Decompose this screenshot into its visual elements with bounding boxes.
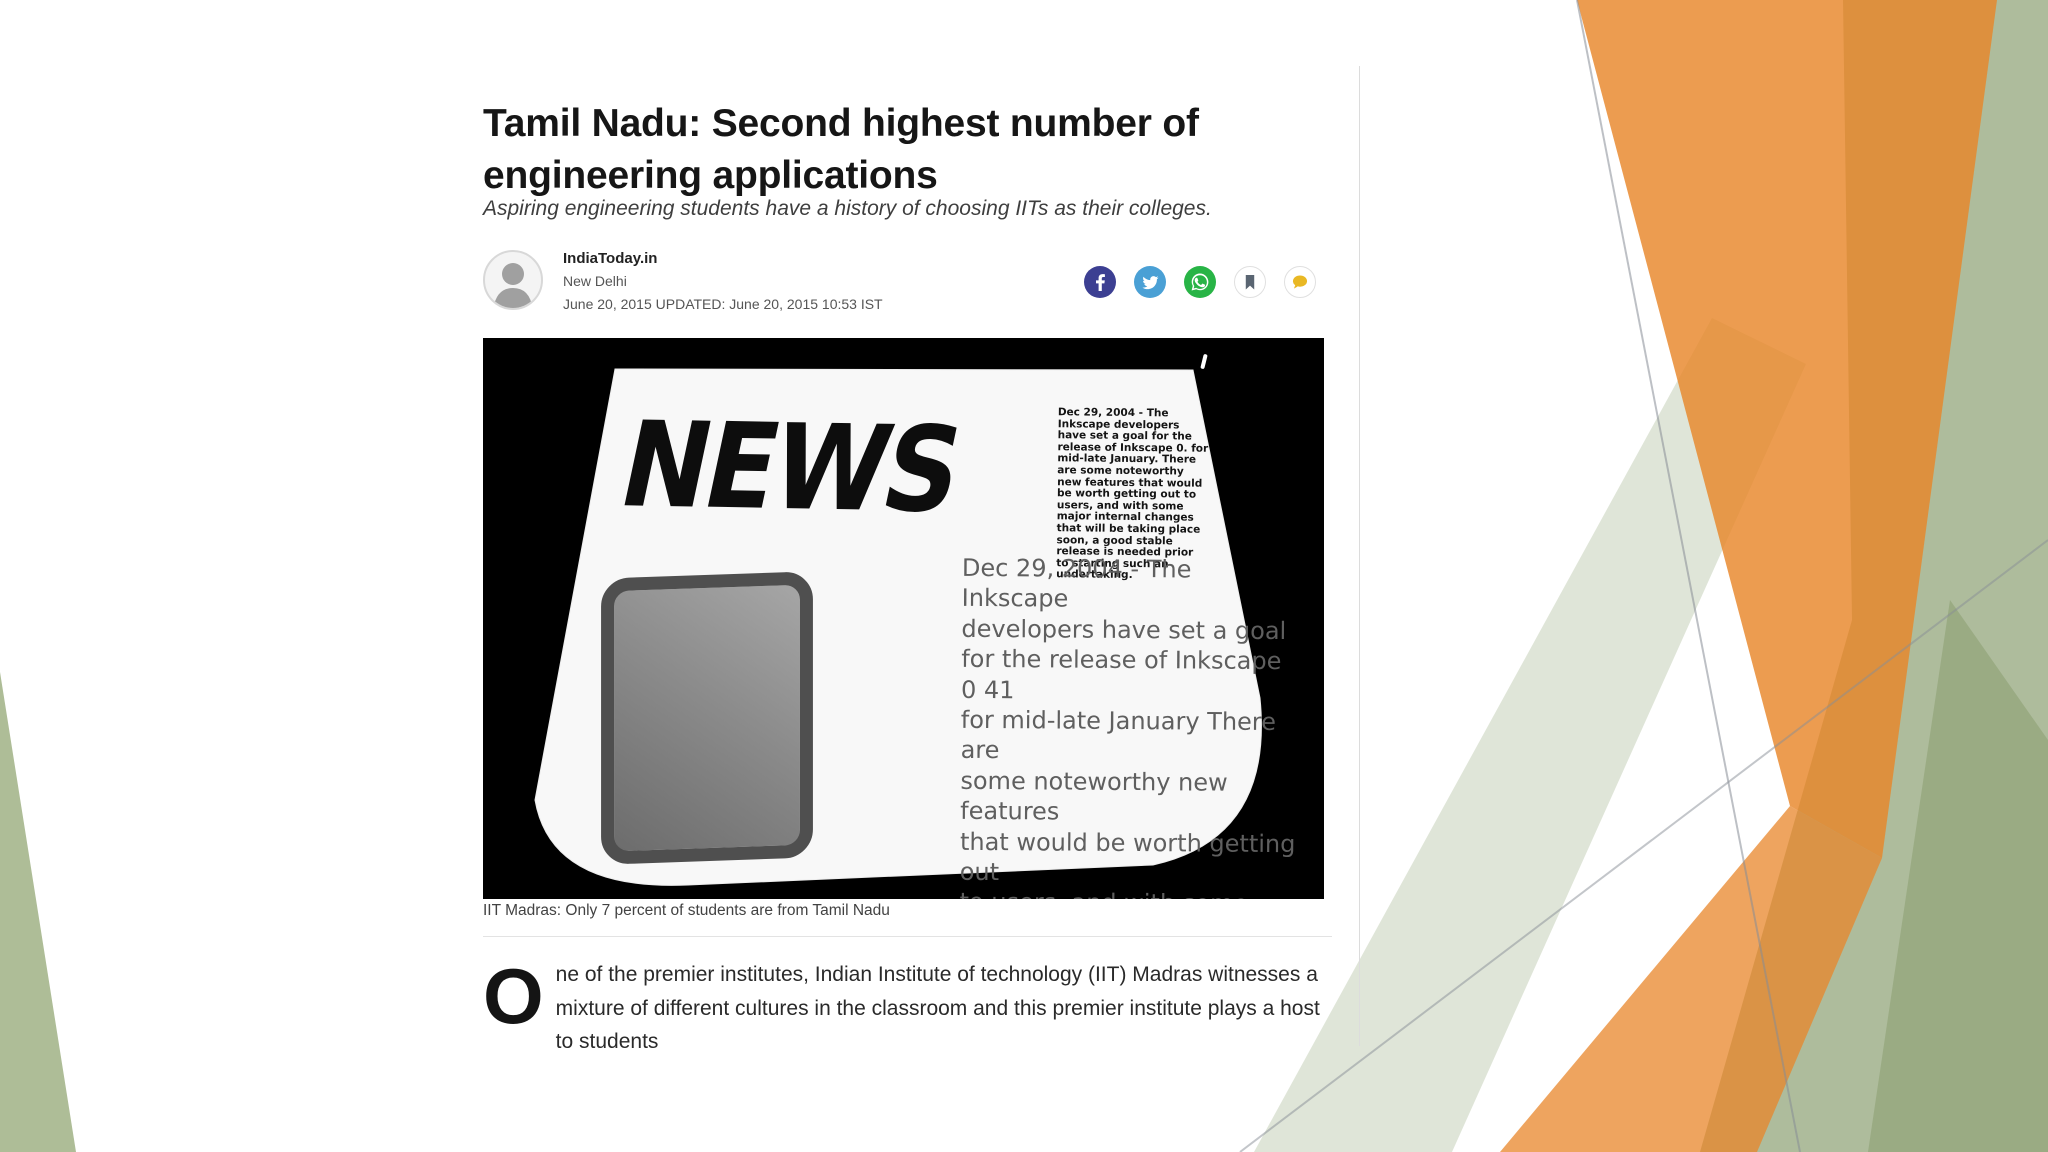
caption-divider [483,936,1332,937]
byline-source[interactable]: IndiaToday.in [563,250,658,267]
sage-dark-accent [1868,600,2048,1152]
byline-date: June 20, 2015 UPDATED: June 20, 2015 10:… [563,296,883,312]
pale-green-band [1254,318,1806,1152]
image-caption: IIT Madras: Only 7 percent of students a… [483,902,890,919]
facebook-share-button[interactable] [1084,266,1116,298]
article-title: Tamil Nadu: Second highest number of eng… [483,102,1199,198]
bookmark-save-button[interactable] [1234,266,1266,298]
article-paragraph: O ne of the premier institutes, Indian I… [483,952,1335,1059]
comment-button[interactable] [1284,266,1316,298]
orange-band-bottom [1500,806,1882,1152]
article-right-divider [1359,66,1360,1046]
byline: IndiaToday.in New Delhi June 20, 2015 UP… [483,248,903,314]
facebook-icon [1096,274,1105,291]
byline-location: New Delhi [563,273,627,289]
whatsapp-share-button[interactable] [1184,266,1216,298]
drop-cap: O [483,952,544,1040]
orange-band-top [1577,0,1997,858]
bookmark-icon [1245,274,1255,290]
paragraph-text: ne of the premier institutes, Indian Ins… [555,963,1320,1053]
photo-placeholder [601,571,813,865]
accent-line-shallow [1239,539,2048,1152]
comment-bubble-icon [1292,275,1308,289]
person-silhouette-icon [493,263,533,308]
twitter-share-button[interactable] [1134,266,1166,298]
news-masthead: NEWS [609,395,972,539]
whatsapp-icon [1191,273,1209,291]
article-lead-image[interactable]: NEWS Dec 29, 2004 - The Inkscape develop… [483,338,1324,899]
accent-line-steep [1576,0,1801,1152]
news-body-text: Dec 29, 2004 - The Inkscape developers h… [959,553,1296,899]
left-green-wedge [0,672,76,1152]
twitter-bird-icon [1142,276,1159,290]
article-subtitle: Aspiring engineering students have a his… [483,197,1212,220]
author-avatar[interactable] [483,250,543,310]
